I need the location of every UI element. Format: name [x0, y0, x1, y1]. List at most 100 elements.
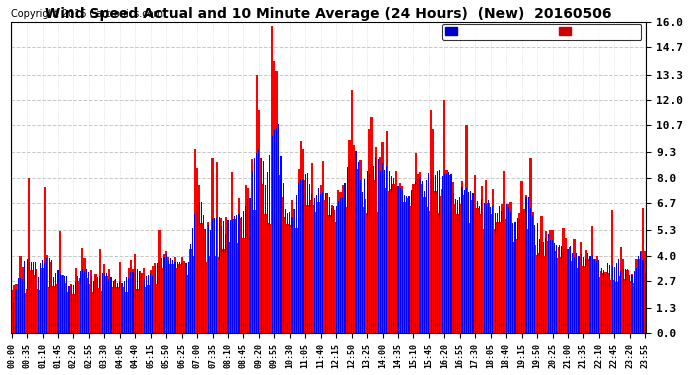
Bar	[512, 242, 514, 333]
Bar	[554, 243, 555, 333]
Bar	[443, 100, 446, 333]
Bar	[117, 287, 119, 333]
Bar	[33, 262, 34, 333]
Bar	[342, 185, 344, 333]
Bar	[59, 231, 61, 333]
Bar	[514, 233, 516, 333]
Bar	[83, 258, 86, 333]
Bar	[618, 259, 620, 333]
Bar	[536, 255, 538, 333]
Bar	[242, 238, 244, 333]
Bar	[156, 284, 159, 333]
Bar	[625, 269, 626, 333]
Bar	[505, 219, 507, 333]
Bar	[252, 171, 253, 333]
Bar	[274, 130, 275, 333]
Bar	[549, 230, 551, 333]
Bar	[541, 242, 542, 333]
Bar	[342, 197, 344, 333]
Bar	[66, 276, 68, 333]
Bar	[19, 256, 21, 333]
Bar	[232, 219, 233, 333]
Bar	[556, 258, 558, 333]
Bar	[534, 244, 536, 333]
Bar	[284, 217, 286, 333]
Bar	[571, 261, 573, 333]
Bar	[123, 287, 126, 333]
Bar	[62, 275, 63, 333]
Bar	[351, 162, 352, 333]
Bar	[642, 260, 644, 333]
Bar	[313, 198, 315, 333]
Bar	[631, 274, 633, 333]
Bar	[377, 159, 379, 333]
Bar	[165, 251, 167, 333]
Bar	[271, 26, 273, 333]
Bar	[609, 280, 611, 333]
Bar	[503, 171, 505, 333]
Bar	[291, 217, 293, 333]
Bar	[448, 172, 449, 333]
Bar	[415, 181, 416, 333]
Bar	[148, 275, 149, 333]
Bar	[615, 282, 618, 333]
Bar	[353, 144, 355, 333]
Bar	[99, 276, 101, 333]
Bar	[51, 260, 52, 333]
Bar	[227, 223, 229, 333]
Bar	[338, 201, 339, 333]
Bar	[73, 285, 74, 333]
Bar	[203, 228, 205, 333]
Bar	[441, 189, 443, 333]
Bar	[135, 268, 136, 333]
Bar	[609, 265, 611, 333]
Bar	[244, 184, 247, 333]
Bar	[636, 268, 637, 333]
Bar	[128, 268, 130, 333]
Bar	[297, 169, 299, 333]
Bar	[435, 190, 437, 333]
Bar	[567, 265, 569, 333]
Bar	[531, 212, 534, 333]
Bar	[81, 268, 83, 333]
Bar	[21, 267, 23, 333]
Bar	[508, 207, 509, 333]
Bar	[510, 212, 511, 333]
Bar	[161, 268, 163, 333]
Bar	[172, 264, 174, 333]
Bar	[640, 251, 642, 333]
Bar	[265, 186, 266, 333]
Bar	[72, 294, 75, 333]
Bar	[380, 171, 381, 333]
Legend: 10 Min Avg (mph), Wind (mph): 10 Min Avg (mph), Wind (mph)	[442, 24, 642, 40]
Bar	[351, 90, 353, 333]
Bar	[126, 292, 128, 333]
Bar	[530, 208, 531, 333]
Bar	[152, 266, 154, 333]
Bar	[328, 215, 331, 333]
Bar	[408, 198, 410, 333]
Bar	[388, 191, 391, 333]
Bar	[104, 273, 105, 333]
Bar	[280, 156, 282, 333]
Bar	[483, 230, 485, 333]
Bar	[563, 249, 564, 333]
Bar	[43, 188, 46, 333]
Bar	[209, 256, 211, 333]
Bar	[174, 256, 176, 333]
Bar	[15, 284, 17, 333]
Bar	[470, 200, 472, 333]
Bar	[308, 200, 310, 333]
Bar	[106, 276, 108, 333]
Bar	[539, 239, 540, 333]
Bar	[22, 279, 23, 333]
Bar	[474, 175, 476, 333]
Bar	[638, 256, 639, 333]
Bar	[578, 256, 580, 333]
Bar	[70, 284, 72, 333]
Bar	[150, 270, 152, 333]
Bar	[278, 124, 279, 333]
Bar	[419, 172, 421, 333]
Bar	[92, 281, 94, 333]
Bar	[167, 256, 170, 333]
